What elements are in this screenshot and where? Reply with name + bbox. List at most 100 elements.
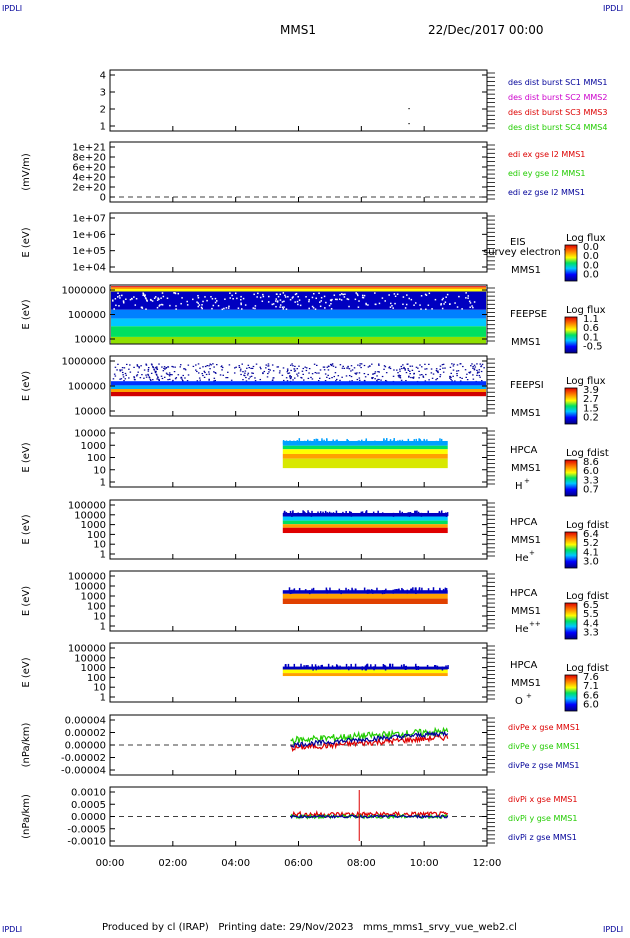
feepse-gap-208 bbox=[271, 303, 274, 306]
feepsi-speck-39 bbox=[412, 377, 415, 379]
feepse-gap-177 bbox=[365, 303, 368, 306]
hpca-o-ytick-label-0: 100000 bbox=[68, 644, 106, 655]
hpca-hepp-ytick-label-4: 10 bbox=[93, 612, 106, 623]
hpca-h-spike-14 bbox=[296, 440, 299, 445]
feepsi-speck-430 bbox=[206, 364, 209, 367]
hpca-o-spike-32 bbox=[350, 663, 352, 668]
feepsi-speck-140 bbox=[436, 378, 439, 380]
feepsi-speck-11 bbox=[367, 366, 370, 368]
feepsi-speck-311 bbox=[452, 375, 454, 377]
eis-ytick-label-0: 1e+07 bbox=[72, 214, 106, 225]
hpca-hepp-colorbar-tick-2: 4.4 bbox=[583, 618, 599, 629]
feepsi-speck-416 bbox=[268, 371, 270, 373]
feepsi-speck-423 bbox=[278, 372, 281, 374]
feepsi-speck-300 bbox=[337, 375, 340, 377]
feepse-band-2 bbox=[111, 289, 486, 292]
feepsi-speck-45 bbox=[187, 374, 190, 376]
feepsi-speck-58 bbox=[473, 364, 476, 366]
feepsi-speck-224 bbox=[213, 366, 215, 368]
feepsi-speck-450 bbox=[398, 376, 400, 378]
hpca-o-label-0: HPCA bbox=[510, 660, 538, 671]
hpca-o-spike-35 bbox=[370, 664, 372, 669]
hpca-hepp-spike-8 bbox=[371, 589, 374, 594]
feepsi-speck-212 bbox=[162, 370, 165, 372]
hpca-o-ytick-label-5: 1 bbox=[100, 693, 106, 704]
feepsi-speck-34 bbox=[404, 368, 406, 370]
feepsi-speck-56 bbox=[356, 378, 359, 381]
feepsi-speck-64 bbox=[301, 370, 304, 372]
feepse-gap-143 bbox=[308, 300, 310, 303]
x-tick-label-5: 10:00 bbox=[410, 858, 439, 869]
hpca-h-spike-56 bbox=[285, 440, 288, 445]
feepse-gap-101 bbox=[229, 292, 231, 294]
feepse-gap-89 bbox=[348, 305, 350, 308]
feepsi-speck-133 bbox=[122, 374, 124, 376]
hpca-hepp-band-2 bbox=[282, 598, 448, 604]
eis-colorbar-tick-1: 0.0 bbox=[583, 251, 599, 262]
hpca-he-spike-29 bbox=[319, 511, 322, 516]
feepsi-speck-477 bbox=[238, 366, 241, 369]
hpca-hepp-spike-14 bbox=[293, 588, 296, 593]
feepsi-speck-159 bbox=[199, 379, 201, 381]
feepse-gap-249 bbox=[408, 297, 410, 300]
feepsi-speck-351 bbox=[208, 379, 210, 381]
feepse-gap-12 bbox=[156, 299, 159, 301]
hpca-he-spike-31 bbox=[446, 512, 449, 517]
hpca-hepp-spike-26 bbox=[338, 588, 341, 593]
feepsi-speck-164 bbox=[441, 364, 444, 366]
feepsi-speck-392 bbox=[469, 371, 472, 373]
feepsi-speck-107 bbox=[250, 367, 252, 370]
hpca-hepp-colorbar-tick-3: 3.3 bbox=[583, 628, 599, 639]
hpca-he-colorbar-title: Log fdist bbox=[566, 520, 609, 531]
feepsi-speck-42 bbox=[384, 366, 387, 368]
x-tick-label-3: 06:00 bbox=[284, 858, 313, 869]
feepse-gap-152 bbox=[130, 297, 133, 300]
feepsi-speck-406 bbox=[329, 363, 332, 366]
feepsi-speck-192 bbox=[169, 373, 172, 376]
feepse-gap-254 bbox=[420, 308, 422, 310]
feepsi-speck-105 bbox=[363, 372, 366, 375]
feepsi-speck-298 bbox=[203, 370, 206, 372]
hpca-hepp-spike-29 bbox=[410, 588, 412, 593]
hpca-h-spike-0 bbox=[334, 440, 337, 445]
feepse-gap-81 bbox=[156, 306, 159, 309]
feepsi-speck-280 bbox=[182, 374, 184, 377]
feepsi-speck-31 bbox=[147, 374, 150, 376]
feepsi-speck-217 bbox=[248, 378, 250, 380]
hpca-h-spike-44 bbox=[332, 439, 334, 444]
eis-colorbar bbox=[564, 244, 578, 282]
feepse-gap-52 bbox=[121, 294, 123, 297]
feepsi-speck-37 bbox=[409, 365, 412, 367]
feepsi-speck-405 bbox=[168, 374, 170, 376]
feeps-i-ylabel: E (eV) bbox=[21, 371, 32, 401]
feepse-gap-197 bbox=[268, 295, 270, 298]
feepse-gap-158 bbox=[202, 300, 204, 303]
feepsi-speck-172 bbox=[428, 363, 430, 365]
hpca-he-spike-11 bbox=[399, 510, 401, 515]
feepsi-speck-460 bbox=[393, 369, 395, 371]
feepse-gap-141 bbox=[158, 298, 160, 301]
feepsi-speck-125 bbox=[471, 363, 473, 365]
hpca-hepp-spike-19 bbox=[292, 589, 295, 594]
feepse-gap-166 bbox=[272, 303, 275, 305]
hpca-hepp-spike-59 bbox=[418, 588, 421, 593]
feepsi-speck-143 bbox=[196, 370, 198, 373]
feepsi-speck-234 bbox=[186, 380, 189, 382]
feepse-gap-73 bbox=[211, 298, 214, 300]
hpca-h-colorbar-title: Log fdist bbox=[566, 448, 609, 459]
feepsi-speck-307 bbox=[167, 366, 170, 368]
hpca-hepp-spike-32 bbox=[351, 589, 354, 594]
feepsi-speck-510 bbox=[202, 374, 204, 377]
feepse-gap-108 bbox=[420, 295, 423, 297]
corner-mark-bl: IPDLI bbox=[2, 925, 22, 934]
feepsi-speck-424 bbox=[227, 371, 229, 373]
feepsi-speck-18 bbox=[347, 365, 349, 368]
feepse-gap-13 bbox=[467, 295, 470, 297]
time-axis: 00:00 02:00 04:00 06:00 08:00 10:00 12:00 bbox=[96, 126, 501, 869]
feepsi-speck-35 bbox=[359, 379, 361, 381]
hpca-o-spike-29 bbox=[365, 664, 368, 669]
edi-e-frame bbox=[109, 141, 488, 203]
hpca-he-spike-16 bbox=[414, 510, 417, 515]
feepsi-speck-461 bbox=[350, 370, 352, 372]
